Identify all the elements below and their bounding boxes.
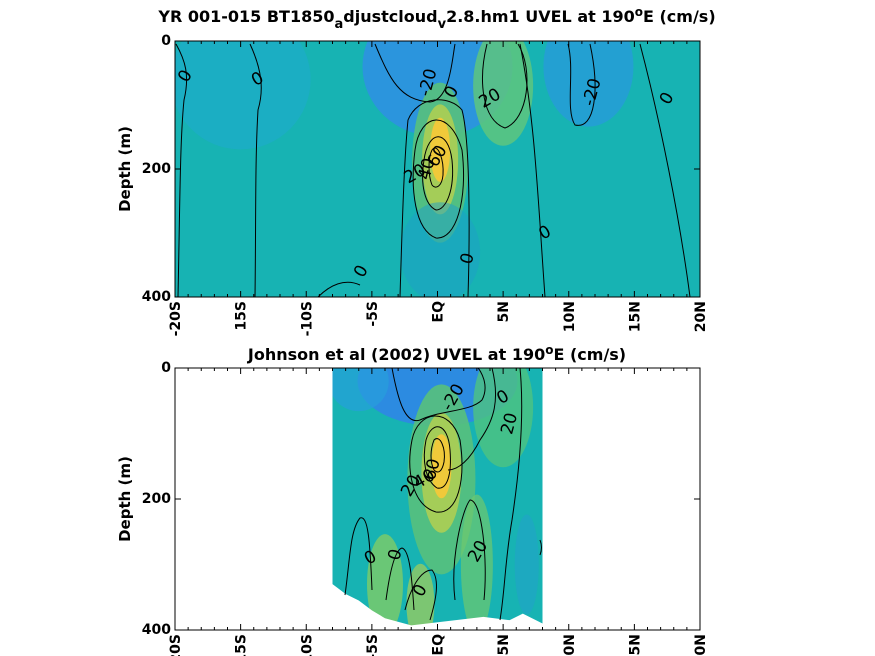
x-tick-label: 20N bbox=[693, 301, 709, 332]
contour-line bbox=[453, 499, 486, 601]
x-tick-label: -15S bbox=[234, 634, 250, 656]
y-tick-label: 400 bbox=[142, 289, 171, 305]
x-tick-label: 15S bbox=[234, 301, 250, 331]
contour-line bbox=[317, 281, 361, 297]
contour-line bbox=[519, 43, 546, 297]
y-tick-label: 400 bbox=[142, 622, 171, 638]
contour-line bbox=[412, 119, 465, 239]
x-tick-label: 15N bbox=[627, 301, 643, 332]
contour-label: 0 bbox=[384, 547, 406, 563]
velocity-shade bbox=[514, 514, 539, 615]
contour-line bbox=[428, 147, 444, 188]
contour-line bbox=[404, 569, 437, 621]
x-tick-label: -10S bbox=[299, 634, 315, 656]
velocity-shade bbox=[367, 534, 403, 630]
contour-line bbox=[567, 43, 596, 126]
contour-label: 0 bbox=[457, 251, 479, 267]
contour-line bbox=[482, 43, 528, 129]
x-tick-label: -20S bbox=[168, 634, 184, 656]
contour-line bbox=[423, 426, 451, 489]
panel-model: YR 001-015 BT1850adjustcloudv2.8.hm1 UVE… bbox=[116, 5, 716, 336]
x-tick-label: 5N bbox=[496, 634, 512, 655]
y-tick-label: 200 bbox=[142, 491, 171, 507]
x-tick-label: -10S bbox=[299, 301, 315, 336]
contour-line bbox=[430, 438, 445, 473]
contour-line bbox=[499, 368, 523, 621]
chart-title-observations: Johnson et al (2002) UVEL at 190oE (cm/s… bbox=[247, 343, 626, 364]
contour-line bbox=[385, 547, 415, 611]
y-axis-label-model: Depth (m) bbox=[116, 126, 134, 212]
y-axis-label-observations: Depth (m) bbox=[116, 456, 134, 542]
x-tick-label: EQ bbox=[431, 634, 447, 656]
contour-line bbox=[391, 368, 486, 422]
velocity-shade bbox=[175, 41, 311, 150]
panel-observations: Johnson et al (2002) UVEL at 190oE (cm/s… bbox=[116, 343, 709, 656]
velocity-shade bbox=[430, 117, 451, 182]
axes-observations: -20S -15S -10S -5S EQ 5N 10N 15N 20N 0 200 400 bbox=[142, 360, 709, 656]
velocity-shade bbox=[406, 563, 435, 630]
x-tick-label: -5S bbox=[365, 634, 381, 656]
x-tick-label: -20S bbox=[168, 301, 184, 336]
contour-line bbox=[639, 43, 691, 297]
y-tick-label: 0 bbox=[161, 360, 171, 376]
axes-model: -20S 15S -10S -5S EQ 5N 10N 15N 20N 0 200 400 bbox=[142, 33, 709, 336]
x-tick-label: 15N bbox=[627, 634, 643, 656]
velocity-shade bbox=[543, 41, 634, 127]
chart-title-model: YR 001-015 BT1850adjustcloudv2.8.hm1 UVE… bbox=[157, 5, 715, 32]
x-tick-label: EQ bbox=[431, 301, 447, 323]
missing-data-mask bbox=[332, 584, 543, 630]
contour-line bbox=[409, 415, 463, 513]
contour-line bbox=[447, 368, 497, 471]
x-tick-label: 10N bbox=[562, 301, 578, 332]
velocity-shade bbox=[460, 494, 493, 630]
x-tick-label: 5N bbox=[496, 301, 512, 322]
y-tick-label: 200 bbox=[142, 161, 171, 177]
contour-line bbox=[374, 43, 456, 103]
x-tick-label: 20N bbox=[693, 634, 709, 656]
contour-line bbox=[249, 43, 262, 297]
contour-line bbox=[344, 517, 373, 596]
contour-line bbox=[422, 136, 454, 211]
contour-line bbox=[399, 99, 470, 297]
velocity-shade bbox=[328, 368, 389, 412]
velocity-shade bbox=[473, 368, 534, 468]
y-tick-label: 0 bbox=[161, 33, 171, 49]
contour-line bbox=[539, 539, 542, 556]
x-tick-label: -5S bbox=[365, 301, 381, 327]
x-tick-label: 10N bbox=[562, 634, 578, 656]
velocity-shade bbox=[473, 41, 534, 146]
contour-line bbox=[175, 43, 188, 297]
velocity-shade bbox=[400, 202, 481, 297]
